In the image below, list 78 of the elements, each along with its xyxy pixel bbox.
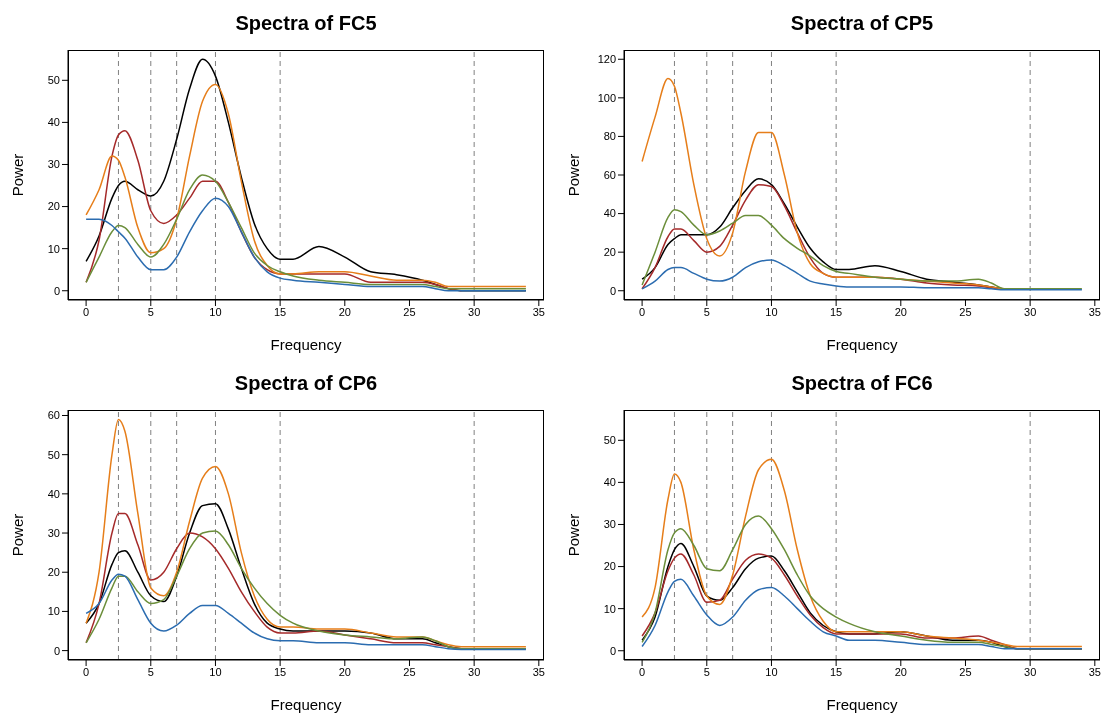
x-axis-title: Frequency [270, 696, 342, 713]
line-series [85, 197, 527, 292]
y-tick-label: 60 [603, 168, 616, 181]
x-axis-title: Frequency [826, 336, 898, 353]
y-tick-label: 80 [603, 130, 616, 143]
line-series [641, 259, 1083, 291]
y-axis-title: Power [9, 153, 27, 197]
x-tick-label: 15 [830, 665, 843, 678]
x-tick-label: 30 [1024, 305, 1037, 318]
x-tick-label: 30 [468, 665, 481, 678]
y-axis-title: Power [565, 153, 583, 197]
x-tick-label: 5 [147, 305, 154, 318]
x-tick-label: 5 [147, 665, 154, 678]
x-tick-label: 10 [765, 665, 778, 678]
chart-title: Spectra of CP6 [233, 372, 379, 395]
y-tick-label: 40 [47, 116, 60, 129]
x-axis-title: Frequency [270, 336, 342, 353]
y-tick-label: 0 [609, 644, 616, 657]
y-tick-label: 100 [597, 91, 616, 104]
y-tick-label: 10 [47, 242, 60, 255]
y-tick-label: 40 [603, 476, 616, 489]
y-tick-label: 50 [47, 74, 60, 87]
x-tick-label: 35 [1088, 665, 1101, 678]
line-series [641, 208, 1083, 290]
line-series [641, 578, 1083, 650]
y-tick-label: 0 [53, 284, 60, 297]
x-tick-label: 5 [703, 305, 710, 318]
y-tick-label: 0 [53, 644, 60, 657]
y-tick-label: 50 [603, 434, 616, 447]
x-tick-label: 30 [1024, 665, 1037, 678]
y-tick-label: 0 [609, 284, 616, 297]
x-tick-label: 15 [274, 665, 287, 678]
x-tick-label: 15 [274, 305, 287, 318]
y-axis-title: Power [9, 513, 27, 557]
x-tick-label: 25 [959, 665, 972, 678]
y-tick-label: 30 [47, 526, 60, 539]
x-tick-label: 0 [83, 305, 90, 318]
y-tick-label: 60 [47, 409, 60, 422]
x-tick-label: 10 [209, 665, 222, 678]
line-series [641, 458, 1083, 648]
x-tick-label: 35 [532, 305, 545, 318]
x-tick-label: 10 [209, 305, 222, 318]
x-tick-label: 0 [639, 305, 646, 318]
y-tick-label: 10 [603, 602, 616, 615]
x-tick-label: 25 [403, 305, 416, 318]
y-tick-label: 10 [47, 605, 60, 618]
x-tick-label: 15 [830, 305, 843, 318]
x-tick-label: 20 [894, 305, 907, 318]
x-tick-label: 20 [338, 665, 351, 678]
x-tick-label: 0 [83, 665, 90, 678]
chart-title: Spectra of CP5 [789, 12, 935, 35]
y-tick-label: 40 [603, 207, 616, 220]
x-tick-label: 10 [765, 305, 778, 318]
x-tick-label: 20 [338, 305, 351, 318]
line-series [85, 174, 527, 290]
line-series [85, 418, 527, 648]
x-tick-label: 35 [532, 665, 545, 678]
y-tick-label: 50 [47, 448, 60, 461]
chart-title: Spectra of FC5 [234, 12, 378, 35]
y-axis-title: Power [565, 513, 583, 557]
y-tick-label: 30 [47, 158, 60, 171]
line-series [85, 573, 527, 651]
y-tick-label: 20 [47, 566, 60, 579]
y-tick-label: 30 [603, 518, 616, 531]
y-tick-label: 40 [47, 487, 60, 500]
x-tick-label: 35 [1088, 305, 1101, 318]
x-tick-label: 30 [468, 305, 481, 318]
x-tick-label: 25 [403, 665, 416, 678]
y-tick-label: 120 [597, 53, 616, 66]
x-tick-label: 25 [959, 305, 972, 318]
y-tick-label: 20 [47, 200, 60, 213]
chart-title: Spectra of FC6 [790, 372, 934, 395]
x-tick-label: 5 [703, 665, 710, 678]
y-tick-label: 20 [603, 560, 616, 573]
y-tick-label: 20 [603, 246, 616, 259]
x-tick-label: 0 [639, 665, 646, 678]
x-tick-label: 20 [894, 665, 907, 678]
x-axis-title: Frequency [826, 696, 898, 713]
